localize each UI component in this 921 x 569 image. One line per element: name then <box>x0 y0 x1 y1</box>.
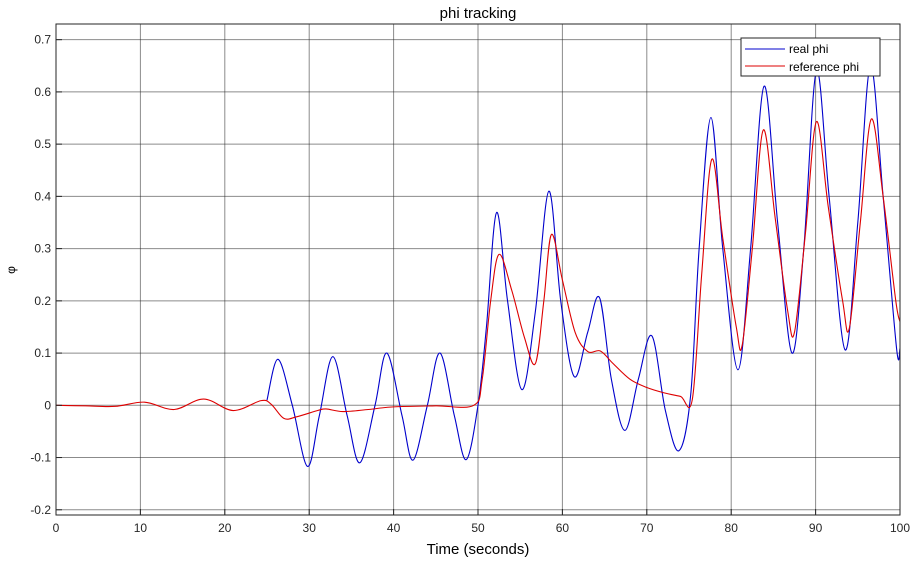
x-tick-label: 90 <box>809 521 823 535</box>
x-tick-label: 10 <box>134 521 148 535</box>
legend[interactable]: real phi reference phi <box>740 37 881 77</box>
tick-label-layer: 0 10 20 30 40 50 60 70 80 90 100 -0.2 -0.1 0 0.1 0.2 0.3… <box>30 33 910 535</box>
x-tick-label: 60 <box>556 521 570 535</box>
series-line-reference-phi <box>55 118 901 420</box>
x-tick-label: 70 <box>640 521 654 535</box>
y-tick-label: -0.2 <box>30 503 51 517</box>
y-tick-label: 0.6 <box>34 85 51 99</box>
y-tick-label: 0.7 <box>34 33 51 47</box>
legend-box <box>740 37 881 77</box>
y-tick-label: 0.1 <box>34 346 51 360</box>
x-tick-label: 30 <box>303 521 317 535</box>
y-tick-label: 0.3 <box>34 242 51 256</box>
y-axis-label: φ <box>4 266 18 274</box>
x-axis-label: Time (seconds) <box>427 541 530 558</box>
y-tick-label: -0.1 <box>30 451 51 465</box>
x-tick-label: 50 <box>471 521 485 535</box>
y-tick-label: 0 <box>44 398 51 412</box>
y-tick-label: 0.5 <box>34 137 51 151</box>
tick-layer <box>55 39 901 515</box>
x-tick-label: 80 <box>725 521 739 535</box>
x-tick-label: 100 <box>890 521 910 535</box>
legend-label-real-phi: real phi <box>789 42 828 56</box>
y-tick-label: 0.4 <box>34 189 51 203</box>
x-tick-label: 0 <box>53 521 60 535</box>
legend-label-reference-phi: reference phi <box>789 60 859 74</box>
x-tick-label: 20 <box>218 521 232 535</box>
y-tick-label: 0.2 <box>34 294 51 308</box>
chart-title: phi tracking <box>440 5 517 22</box>
x-tick-label: 40 <box>387 521 401 535</box>
